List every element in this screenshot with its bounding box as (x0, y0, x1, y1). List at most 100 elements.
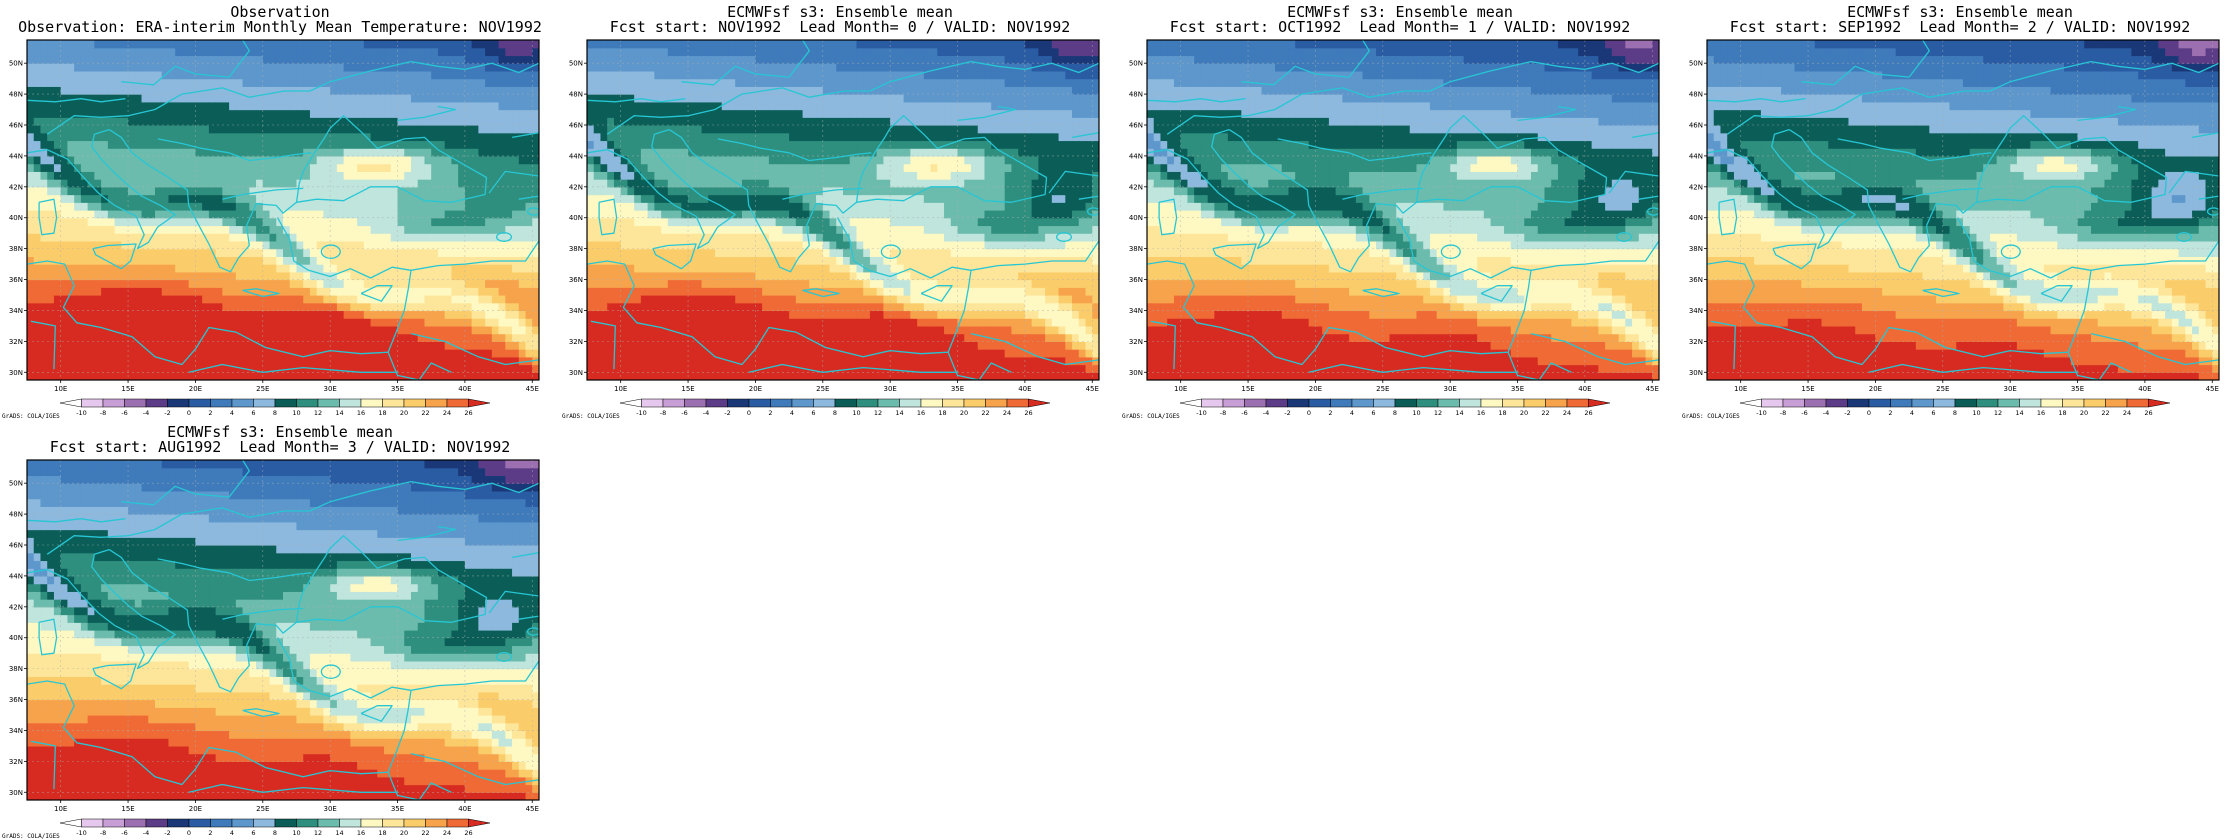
lon-tick-label: 25E (1376, 385, 1389, 393)
colorbar-label: 18 (2058, 409, 2066, 417)
colorbar-label: 26 (464, 829, 472, 837)
panel-subtitle: Fcst start: SEP1992 Lead Month= 2 / VALI… (1729, 18, 2191, 36)
colorbar-swatch (1287, 398, 1310, 408)
lon-tick-label: 10E (614, 385, 627, 393)
lon-tick-label: 10E (54, 805, 67, 813)
colorbar-swatch (1502, 398, 1525, 408)
colorbar-swatch (813, 398, 836, 408)
colorbar-label: -10 (76, 829, 87, 837)
lat-tick-label: 38N (1129, 245, 1143, 253)
colorbar-label: 10 (292, 829, 300, 837)
colorbar-label: -2 (1844, 409, 1850, 417)
colorbar-label: 20 (2080, 409, 2088, 417)
colorbar-swatch (1997, 398, 2020, 408)
colorbar-swatch (770, 398, 793, 408)
colorbar-swatch (339, 398, 362, 408)
colorbar-swatch (1761, 398, 1784, 408)
colorbar-swatch (446, 398, 469, 408)
lon-tick-label: 45E (1086, 385, 1099, 393)
colorbar-label: -6 (681, 409, 687, 417)
colorbar-swatch (425, 398, 448, 408)
colorbar-label: 22 (2101, 409, 2109, 417)
temperature-map: 30N 32N 34N 36N 38N 40N 42N 44N 46N 48N 50N 10E 15E 2… (569, 39, 1100, 417)
colorbar-swatch (81, 398, 104, 408)
lat-tick-label: 42N (1129, 183, 1143, 191)
grads-credit: GrADS: COLA/IGES (1682, 413, 1740, 420)
colorbar-arrow-high (2148, 398, 2171, 408)
colorbar-label: 20 (1520, 409, 1528, 417)
lon-tick-label: 45E (2206, 385, 2219, 393)
lat-tick-label: 32N (1689, 338, 1703, 346)
lon-tick-label: 10E (54, 385, 67, 393)
colorbar-arrow-low (1179, 398, 1202, 408)
lat-tick-label: 42N (1689, 183, 1703, 191)
lat-tick-label: 30N (569, 369, 583, 377)
colorbar-label: 16 (917, 409, 925, 417)
colorbar-label: 2 (1328, 409, 1332, 417)
coastlines (587, 40, 1099, 380)
colorbar-label: 10 (1412, 409, 1420, 417)
colorbar-label: 24 (443, 409, 451, 417)
colorbar-label: 6 (251, 409, 255, 417)
colorbar-swatch (791, 398, 814, 408)
colorbar-label: 22 (421, 409, 429, 417)
colorbar-swatch (317, 818, 340, 828)
lat-tick-label: 36N (1689, 276, 1703, 284)
colorbar-swatch (274, 398, 297, 408)
lat-tick-label: 32N (1129, 338, 1143, 346)
map-panel-2: 30N 32N 34N 36N 38N 40N 42N 44N 46N 48N 50N 10E 15E 2… (560, 0, 1120, 420)
colorbar-label: -6 (1801, 409, 1807, 417)
lat-tick-label: 48N (9, 511, 23, 519)
colorbar-swatch (2040, 398, 2063, 408)
colorbar-swatch (1351, 398, 1374, 408)
colorbar-label: 0 (187, 409, 191, 417)
colorbar-label: -2 (1284, 409, 1290, 417)
graticule (27, 40, 539, 380)
colorbar-swatch (1373, 398, 1396, 408)
lon-tick-label: 20E (749, 385, 762, 393)
lon-tick-label: 15E (121, 805, 134, 813)
colorbar-swatch (1244, 398, 1267, 408)
map-panel-3: 30N 32N 34N 36N 38N 40N 42N 44N 46N 48N 50N 10E 15E 2… (1120, 0, 1680, 420)
panel-title: Observation (230, 3, 330, 21)
colorbar-label: 12 (1994, 409, 2002, 417)
map-panel-4: 30N 32N 34N 36N 38N 40N 42N 44N 46N 48N 50N 10E 15E 2… (1680, 0, 2240, 420)
panel-subtitle: Fcst start: OCT1992 Lead Month= 1 / VALI… (1169, 18, 1631, 36)
lon-tick-label: 45E (1646, 385, 1659, 393)
colorbar: -10 -8 -6 -4 -2 0 2 4 6 8 10 12 14 16 18 20 22 24 26 (59, 818, 491, 837)
lon-tick-label: 40E (2138, 385, 2151, 393)
grads-credit: GrADS: COLA/IGES (2, 833, 60, 840)
coastlines (27, 460, 539, 800)
colorbar-label: 2 (208, 829, 212, 837)
colorbar-label: 16 (357, 409, 365, 417)
lon-tick-label: 30E (323, 805, 336, 813)
colorbar-swatch (727, 398, 750, 408)
lon-tick-label: 20E (1309, 385, 1322, 393)
lat-tick-label: 46N (1689, 122, 1703, 130)
colorbar-swatch (446, 818, 469, 828)
colorbar: -10 -8 -6 -4 -2 0 2 4 6 8 10 12 14 16 18 20 22 24 26 (1179, 398, 1611, 417)
colorbar-swatch (1976, 398, 1999, 408)
colorbar-label: 0 (1307, 409, 1311, 417)
colorbar-swatch (1394, 398, 1417, 408)
colorbar-label: 20 (400, 829, 408, 837)
colorbar-swatch (641, 398, 664, 408)
colorbar-arrow-high (468, 818, 491, 828)
colorbar-swatch (102, 398, 125, 408)
colorbar-arrow-low (59, 818, 82, 828)
colorbar-swatch (1825, 398, 1848, 408)
colorbar-swatch (1006, 398, 1029, 408)
lat-tick-label: 48N (1689, 91, 1703, 99)
colorbar-label: -4 (1263, 409, 1269, 417)
colorbar-swatch (167, 398, 190, 408)
lon-tick-label: 30E (323, 385, 336, 393)
colorbar-swatch (1545, 398, 1568, 408)
colorbar-swatch (124, 398, 147, 408)
lat-tick-label: 38N (9, 665, 23, 673)
colorbar-label: 22 (421, 829, 429, 837)
colorbar-swatch (403, 818, 426, 828)
colorbar-label: 22 (1541, 409, 1549, 417)
colorbar-swatch (2062, 398, 2085, 408)
lat-tick-label: 40N (9, 634, 23, 642)
lat-tick-label: 50N (1129, 60, 1143, 68)
